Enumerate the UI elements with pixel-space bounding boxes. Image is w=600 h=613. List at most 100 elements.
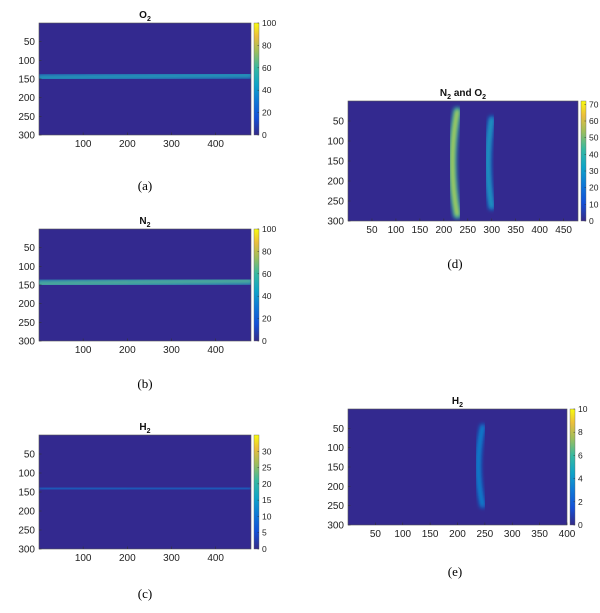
x-tick-label: 300 (483, 225, 500, 236)
colorbar-tick-label: 10 (262, 511, 272, 521)
y-tick-label: 200 (18, 299, 35, 310)
colorbar-tick-label: 20 (262, 314, 272, 324)
colorbar (253, 434, 260, 550)
colorbar-tick-label: 6 (578, 450, 583, 460)
y-tick-label: 150 (327, 157, 344, 168)
x-tick-label: 400 (531, 225, 548, 236)
y-tick-label: 300 (327, 217, 344, 228)
heatmap-panel-0: 100 200 300 400 50 100 150 200 250 300 O2 0 20 40 60 80… (18, 10, 276, 193)
x-tick-label: 100 (75, 553, 92, 564)
colorbar-tick-label: 25 (262, 463, 272, 473)
chart-title: O2 (139, 10, 151, 23)
y-tick-label: 200 (327, 177, 344, 188)
colorbar-tick-label: 60 (262, 63, 272, 73)
colorbar-tick-label: 8 (578, 427, 583, 437)
colorbar-tick-label: 100 (262, 224, 276, 234)
y-tick-label: 200 (327, 482, 344, 493)
x-tick-label: 150 (422, 529, 439, 540)
colorbar-tick-label: 15 (262, 495, 272, 505)
heatmap-feature (477, 425, 484, 507)
y-tick-label: 100 (18, 262, 35, 273)
colorbar (253, 22, 260, 136)
colorbar-tick-label: 20 (262, 479, 272, 489)
colorbar-tick-label: 2 (578, 497, 583, 507)
heatmap-background (39, 435, 251, 549)
colorbar-tick-label: 0 (262, 336, 267, 346)
heatmap-panel-1: 100 200 300 400 50 100 150 200 250 300 N2 0 20 40 60 80… (18, 216, 276, 391)
colorbar-tick-label: 0 (262, 130, 267, 140)
colorbar-tick-label: 40 (589, 149, 599, 159)
x-tick-label: 200 (119, 553, 136, 564)
x-tick-label: 200 (119, 139, 136, 150)
y-tick-label: 50 (24, 450, 36, 461)
colorbar-tick-label: 100 (262, 18, 276, 28)
x-tick-label: 100 (75, 139, 92, 150)
y-tick-label: 250 (18, 318, 35, 329)
heatmap-panel-4: 50 100 150 200 250 300 350 40050100150200250300… (327, 396, 587, 579)
y-tick-label: 200 (18, 93, 35, 104)
x-tick-label: 350 (507, 225, 524, 236)
y-tick-label: 150 (18, 488, 35, 499)
colorbar-tick-label: 50 (589, 133, 599, 143)
panel-caption: (e) (448, 564, 462, 579)
x-tick-label: 400 (207, 345, 224, 356)
y-tick-label: 300 (18, 545, 35, 556)
x-tick-label: 300 (163, 139, 180, 150)
chart-title: H2 (452, 396, 463, 409)
y-tick-label: 250 (18, 526, 35, 537)
colorbar (580, 100, 587, 222)
y-tick-label: 50 (24, 243, 36, 254)
x-tick-label: 450 (555, 225, 572, 236)
colorbar (569, 408, 576, 526)
x-tick-label: 150 (412, 225, 429, 236)
y-tick-label: 100 (18, 469, 35, 480)
y-tick-label: 100 (18, 56, 35, 67)
colorbar-tick-label: 5 (262, 528, 267, 538)
colorbar-tick-label: 4 (578, 474, 583, 484)
colorbar (253, 228, 260, 342)
colorbar-tick-label: 60 (589, 116, 599, 126)
colorbar-tick-label: 0 (262, 544, 267, 554)
colorbar-tick-label: 40 (262, 291, 272, 301)
x-tick-label: 400 (207, 553, 224, 564)
x-tick-label: 350 (531, 529, 548, 540)
heatmap-panel-3: 50 100 150 200 250 300 350 400 45050100150200250… (327, 88, 598, 271)
x-tick-label: 200 (449, 529, 466, 540)
y-tick-label: 50 (333, 117, 345, 128)
x-tick-label: 250 (477, 529, 494, 540)
panel-caption: (c) (138, 586, 152, 601)
y-tick-label: 250 (327, 501, 344, 512)
y-tick-label: 100 (327, 137, 344, 148)
x-tick-label: 400 (207, 139, 224, 150)
colorbar-tick-label: 60 (262, 269, 272, 279)
heatmap-background (348, 101, 578, 221)
y-tick-label: 50 (333, 424, 345, 435)
y-tick-label: 50 (24, 37, 36, 48)
x-tick-label: 50 (370, 529, 382, 540)
colorbar-tick-label: 40 (262, 85, 272, 95)
colorbar-tick-label: 10 (589, 199, 599, 209)
x-tick-label: 100 (388, 225, 405, 236)
heatmap-feature (39, 74, 251, 79)
x-tick-label: 300 (163, 553, 180, 564)
y-tick-label: 150 (18, 75, 35, 86)
colorbar-tick-label: 70 (589, 99, 599, 109)
heatmap-feature (39, 487, 251, 490)
panel-caption: (a) (138, 178, 152, 193)
chart-title: N2 (139, 216, 150, 229)
colorbar-tick-label: 80 (262, 40, 272, 50)
y-tick-label: 100 (327, 443, 344, 454)
colorbar-tick-label: 80 (262, 246, 272, 256)
chart-title: H2 (139, 422, 150, 435)
x-tick-label: 400 (559, 529, 576, 540)
y-tick-label: 300 (18, 131, 35, 142)
colorbar-tick-label: 10 (578, 404, 588, 414)
heatmap-background (348, 409, 567, 525)
heatmap-panel-2: 100 200 300 400 50 100 150 200 250 300 H2 0 5 10 15 20 2… (18, 422, 271, 601)
y-tick-label: 150 (18, 281, 35, 292)
x-tick-label: 250 (459, 225, 476, 236)
panel-caption: (d) (447, 256, 462, 271)
x-tick-label: 100 (75, 345, 92, 356)
colorbar-tick-label: 0 (589, 216, 594, 226)
